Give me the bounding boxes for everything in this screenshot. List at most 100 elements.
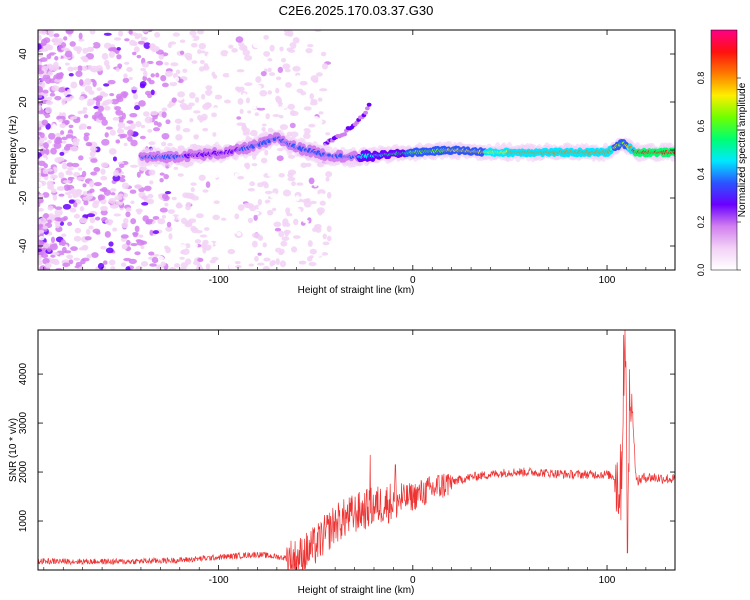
spectrogram-noise-speck bbox=[286, 47, 293, 52]
colorbar-label: Normalized spectral amplitude bbox=[737, 82, 748, 217]
spectrogram-noise-speck bbox=[82, 183, 87, 188]
spectrogram-noise-speck bbox=[56, 186, 65, 191]
spectrogram-noise-speck bbox=[208, 220, 216, 224]
spectrogram-noise-speck bbox=[324, 260, 333, 268]
spectrogram-noise-speck bbox=[119, 178, 126, 183]
spectrogram-noise-speck bbox=[84, 85, 93, 93]
spectrogram-noise-speck bbox=[278, 114, 284, 119]
spectrogram-noise-speck bbox=[165, 226, 173, 232]
spectrogram-noise-speck bbox=[73, 235, 82, 242]
spectrogram-noise-speck bbox=[73, 201, 78, 208]
spectrogram-noise-speck bbox=[82, 47, 89, 54]
spectrogram-noise-speck bbox=[291, 56, 299, 62]
spectrogram-noise-speck bbox=[110, 98, 120, 105]
spectrogram-noise-speck bbox=[211, 64, 219, 70]
spectrogram-noise-speck bbox=[257, 252, 262, 256]
spectrogram-noise-speck bbox=[75, 261, 82, 267]
spectrogram-noise-speck bbox=[63, 216, 68, 221]
spectrogram-noise-speck bbox=[93, 182, 102, 187]
spectrogram-noise-speck bbox=[138, 100, 146, 107]
spectrogram-noise-speck bbox=[38, 181, 43, 188]
spectrogram-noise-speck bbox=[279, 124, 289, 130]
spectrogram-noise-speck bbox=[226, 254, 234, 259]
spectrogram-noise-speck bbox=[132, 51, 137, 56]
spectrogram-noise-speck bbox=[182, 127, 191, 133]
spectrogram-noise-speck bbox=[130, 218, 137, 225]
spectrogram-noise-speck bbox=[97, 262, 105, 270]
spectrogram-noise-speck bbox=[198, 66, 205, 72]
spectrogram-noise-speck bbox=[186, 175, 195, 182]
spectrogram-noise-speck bbox=[293, 207, 301, 215]
spectrogram-noise-speck bbox=[111, 135, 121, 140]
spectrogram-noise-speck bbox=[93, 167, 101, 172]
spectrogram-noise-speck bbox=[252, 41, 261, 49]
snr-ylabel: SNR (10 * v/v) bbox=[8, 418, 19, 482]
spectrogram-noise-speck bbox=[283, 229, 291, 235]
spectrogram-noise-speck bbox=[163, 173, 169, 180]
spectrogram-noise-speck bbox=[315, 250, 323, 257]
spectrogram-noise-speck bbox=[50, 236, 56, 243]
spectrogram-noise-speck bbox=[86, 254, 92, 259]
spectrogram-y-tick-label: -20 bbox=[18, 190, 29, 205]
spectrogram-noise-speck bbox=[260, 70, 267, 77]
spectrogram-noise-speck bbox=[59, 151, 65, 156]
spectrogram-noise-speck bbox=[299, 261, 306, 265]
spectrogram-noise-speck bbox=[141, 201, 149, 206]
spectrogram-noise-speck bbox=[104, 132, 109, 138]
spectrogram-noise-speck bbox=[303, 127, 311, 135]
spectrogram-noise-speck bbox=[81, 244, 89, 251]
spectrogram-noise-speck bbox=[241, 125, 248, 132]
spectrogram-noise-speck bbox=[244, 162, 250, 168]
spectrogram-noise-speck bbox=[220, 112, 226, 117]
spectrogram-noise-speck bbox=[296, 182, 304, 186]
spectrogram-noise-speck bbox=[78, 32, 83, 40]
spectrogram-noise-speck bbox=[143, 42, 151, 49]
spectrogram-noise-speck bbox=[149, 180, 154, 185]
spectrogram-noise-speck bbox=[159, 178, 164, 183]
spectrogram-noise-speck bbox=[214, 241, 223, 247]
spectrogram-noise-speck bbox=[79, 206, 85, 212]
spectrogram-noise-speck bbox=[79, 123, 87, 130]
spectrogram-noise-speck bbox=[61, 140, 67, 144]
spectrogram-noise-speck bbox=[130, 123, 136, 130]
spectrogram-noise-speck bbox=[67, 194, 73, 199]
spectrogram-noise-speck bbox=[256, 107, 266, 111]
snr-panel: -100 0 100 1000 2000 3000 4000 Height of strai… bbox=[8, 329, 676, 596]
spectrogram-noise-speck bbox=[42, 74, 51, 80]
spectrogram-noise-speck bbox=[264, 199, 271, 204]
spectrogram-noise-speck bbox=[88, 225, 94, 230]
spectrogram-noise-speck bbox=[180, 104, 189, 111]
spectrogram-noise-speck bbox=[65, 171, 73, 176]
spectrogram-noise-speck bbox=[54, 157, 62, 163]
spectrogram-noise-speck bbox=[282, 103, 288, 109]
spectrogram-noise-speck bbox=[313, 181, 318, 188]
spectrogram-noise-speck bbox=[125, 211, 131, 218]
spectrogram-noise-speck bbox=[179, 256, 185, 260]
spectrogram-noise-speck bbox=[151, 257, 159, 264]
spectrogram-noise-speck bbox=[172, 32, 180, 37]
spectrogram-noise-speck bbox=[190, 243, 199, 248]
spectrogram-noise-speck bbox=[171, 196, 177, 201]
spectrogram-noise-speck bbox=[271, 145, 277, 152]
spectrogram-noise-speck bbox=[135, 120, 142, 128]
spectrogram-noise-speck bbox=[69, 207, 77, 213]
spectrogram-noise-speck bbox=[46, 140, 53, 144]
spectrogram-noise-speck bbox=[125, 266, 131, 270]
spectrogram-noise-speck bbox=[272, 114, 281, 118]
spectrogram-noise-speck bbox=[73, 213, 81, 219]
spectrogram-noise-speck bbox=[65, 134, 74, 139]
spectrogram-noise-speck bbox=[90, 171, 98, 176]
spectrogram-noise-speck bbox=[118, 163, 125, 169]
spectrogram-noise-speck bbox=[191, 60, 198, 64]
spectrogram-noise-speck bbox=[121, 222, 129, 229]
spectrogram-noise-speck bbox=[178, 78, 184, 84]
spectrogram-noise-speck bbox=[185, 201, 192, 207]
spectrogram-heat-layer bbox=[38, 30, 675, 270]
spectrogram-noise-speck bbox=[237, 204, 245, 211]
spectrogram-noise-speck bbox=[211, 172, 220, 179]
spectrogram-noise-speck bbox=[270, 192, 278, 199]
spectrogram-noise-speck bbox=[321, 252, 329, 256]
spectrogram-noise-speck bbox=[307, 44, 314, 48]
spectrogram-noise-speck bbox=[164, 202, 169, 207]
spectrogram-noise-speck bbox=[54, 221, 61, 225]
